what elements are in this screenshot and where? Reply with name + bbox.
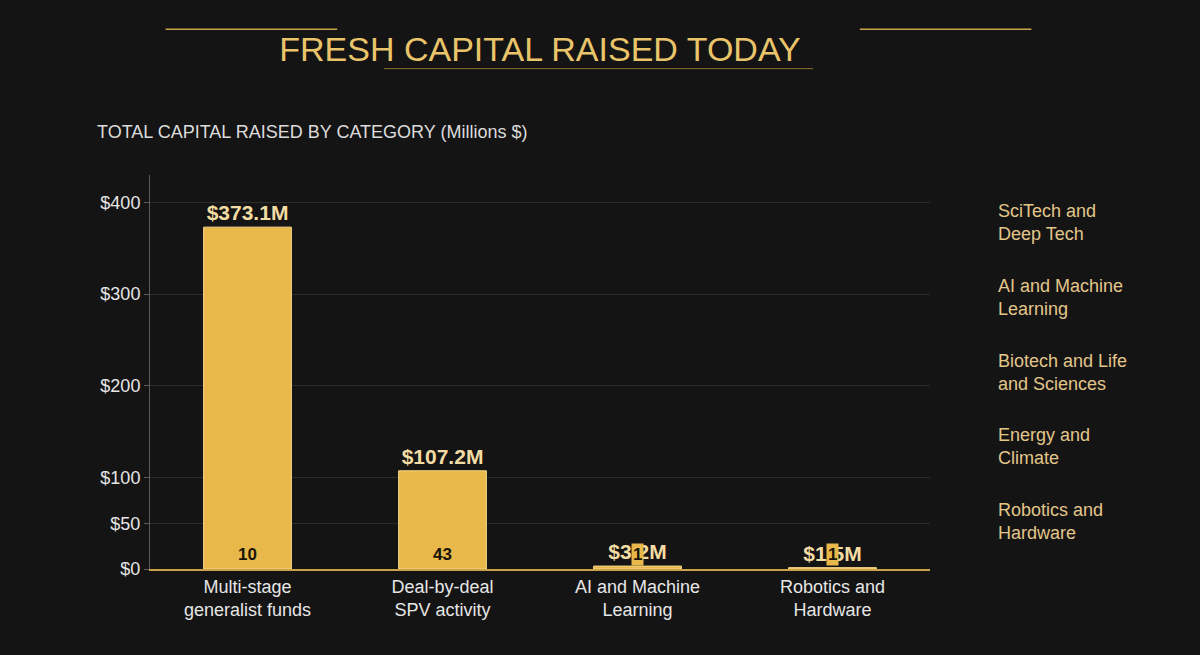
svg-text:43: 43 [433, 545, 452, 564]
svg-text:1: 1 [828, 545, 837, 564]
svg-text:$3.2M: $3.2M [608, 540, 666, 563]
svg-text:1: 1 [633, 545, 642, 564]
svg-text:Deal-by-dealSPV activity: Deal-by-dealSPV activity [391, 577, 493, 620]
svg-text:AI and MachineLearning: AI and MachineLearning [998, 276, 1123, 319]
svg-text:$200: $200 [100, 376, 140, 396]
svg-text:10: 10 [238, 545, 257, 564]
svg-text:$300: $300 [100, 284, 140, 304]
svg-text:FRESH CAPITAL RAISED TODAY: FRESH CAPITAL RAISED TODAY [279, 30, 800, 68]
svg-text:$50: $50 [110, 513, 140, 533]
svg-text:SciTech andDeep Tech: SciTech andDeep Tech [998, 201, 1096, 244]
svg-text:$0: $0 [120, 559, 140, 579]
svg-text:$1.5M: $1.5M [803, 542, 861, 565]
svg-text:Robotics andHardware: Robotics andHardware [998, 500, 1103, 543]
svg-text:TOTAL CAPITAL RAISED BY CATEGO: TOTAL CAPITAL RAISED BY CATEGORY (Millio… [97, 122, 527, 142]
svg-text:$373.1M: $373.1M [207, 201, 289, 224]
svg-text:Energy andClimate: Energy andClimate [998, 425, 1090, 468]
svg-text:Robotics andHardware: Robotics andHardware [780, 577, 885, 620]
svg-text:$400: $400 [100, 193, 140, 213]
svg-text:Biotech and Lifeand Sciences: Biotech and Lifeand Sciences [998, 351, 1127, 394]
svg-text:$107.2M: $107.2M [402, 445, 484, 468]
svg-text:Multi-stagegeneralist funds: Multi-stagegeneralist funds [184, 577, 311, 620]
svg-text:$100: $100 [100, 468, 140, 488]
svg-text:AI and MachineLearning: AI and MachineLearning [575, 577, 700, 620]
